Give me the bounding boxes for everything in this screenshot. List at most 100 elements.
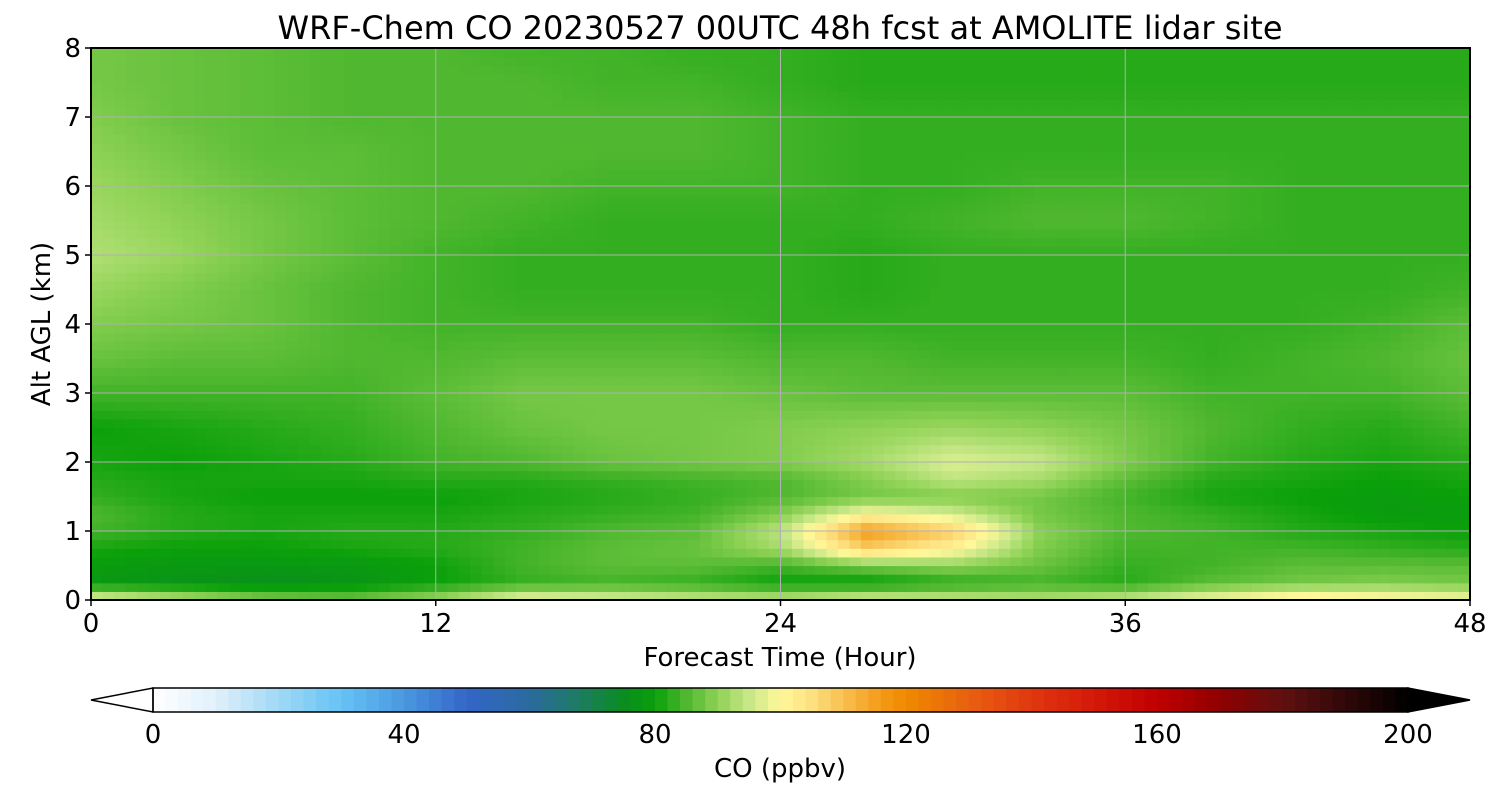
heatmap-cell (573, 427, 586, 437)
heatmap-cell (1182, 462, 1195, 472)
heatmap-cell (493, 306, 506, 316)
heatmap-cell (274, 272, 287, 282)
heatmap-cell (228, 246, 241, 256)
heatmap-cell (895, 401, 908, 411)
heatmap-cell (895, 565, 908, 575)
heatmap-cell (1010, 263, 1023, 273)
heatmap-cell (412, 358, 425, 368)
heatmap-cell (883, 479, 897, 489)
heatmap-cell (286, 522, 299, 532)
heatmap-cell (435, 289, 448, 299)
heatmap-cell (964, 324, 977, 334)
heatmap-cell (320, 548, 333, 558)
heatmap-cell (263, 496, 276, 506)
heatmap-cell (1435, 453, 1448, 463)
heatmap-cell (1458, 574, 1470, 584)
heatmap-cell (159, 444, 173, 454)
heatmap-cell (148, 582, 161, 592)
heatmap-cell (1067, 591, 1080, 600)
heatmap-cell (791, 522, 805, 532)
heatmap-cell (619, 341, 632, 351)
heatmap-cell (872, 280, 885, 291)
heatmap-cell (366, 401, 379, 411)
heatmap-cell (113, 436, 127, 446)
heatmap-cell (837, 246, 851, 256)
heatmap-cell (171, 324, 184, 334)
heatmap-cell (1148, 393, 1161, 403)
heatmap-cell (458, 401, 471, 411)
heatmap-cell (481, 315, 494, 325)
heatmap-cell (1320, 453, 1333, 463)
heatmap-cell (895, 324, 908, 334)
heatmap-cell (309, 298, 322, 308)
heatmap-cell (263, 341, 276, 351)
heatmap-cell (297, 384, 310, 394)
heatmap-cell (562, 444, 575, 454)
heatmap-cell (849, 470, 862, 480)
heatmap-cell (470, 289, 483, 299)
heatmap-cell (412, 393, 425, 403)
heatmap-cell (1102, 418, 1115, 429)
heatmap-cell (1228, 418, 1241, 429)
heatmap-cell (343, 505, 356, 515)
heatmap-cell (1125, 280, 1138, 291)
heatmap-cell (481, 453, 494, 463)
heatmap-cell (975, 470, 988, 480)
heatmap-cell (918, 280, 931, 291)
heatmap-cell (677, 393, 690, 403)
heatmap-cell (975, 582, 988, 592)
heatmap-cell (412, 246, 425, 256)
heatmap-cell (562, 436, 575, 446)
heatmap-cell (297, 479, 310, 489)
heatmap-cell (435, 246, 448, 256)
heatmap-cell (952, 358, 965, 368)
heatmap-cell (182, 513, 196, 523)
heatmap-cell (355, 591, 368, 600)
heatmap-cell (217, 470, 230, 480)
heatmap-cell (1148, 332, 1161, 342)
heatmap-cell (964, 531, 977, 541)
heatmap-cell (849, 522, 862, 532)
heatmap-cell (1286, 427, 1299, 437)
heatmap-cell (1102, 410, 1115, 420)
heatmap-cell (975, 453, 988, 463)
heatmap-cell (493, 255, 506, 265)
heatmap-cell (1389, 324, 1402, 334)
heatmap-cell (895, 531, 908, 541)
heatmap-cell (987, 341, 1000, 351)
heatmap-cell (860, 462, 874, 472)
heatmap-cell (987, 496, 1000, 506)
heatmap-cell (964, 272, 977, 282)
heatmap-cell (929, 556, 942, 567)
heatmap-cell (1240, 418, 1253, 429)
heatmap-cell (1297, 246, 1310, 256)
heatmap-cell (1274, 591, 1287, 600)
heatmap-cell (1401, 453, 1414, 463)
heatmap-cell (1056, 255, 1069, 265)
heatmap-cell (435, 306, 448, 316)
heatmap-cell (1228, 591, 1241, 600)
heatmap-cell (929, 401, 942, 411)
heatmap-cell (1228, 367, 1241, 377)
heatmap-cell (803, 289, 816, 299)
heatmap-cell (1067, 522, 1080, 532)
heatmap-cell (711, 496, 724, 506)
heatmap-cell (757, 255, 770, 265)
heatmap-cell (769, 401, 782, 411)
heatmap-cell (159, 565, 173, 575)
heatmap-cell (769, 565, 782, 575)
heatmap-cell (1217, 246, 1230, 256)
heatmap-cell (700, 427, 713, 437)
heatmap-cell (171, 255, 184, 265)
heatmap-cell (91, 539, 104, 549)
heatmap-cell (837, 367, 851, 377)
heatmap-cell (240, 548, 253, 558)
heatmap-cell (159, 306, 173, 316)
heatmap-cell (814, 427, 828, 437)
heatmap-cell (1125, 427, 1138, 437)
heatmap-cell (516, 263, 529, 273)
heatmap-cell (1194, 513, 1207, 523)
heatmap-cell (1343, 272, 1356, 282)
heatmap-cell (182, 384, 196, 394)
heatmap-cell (470, 246, 483, 256)
